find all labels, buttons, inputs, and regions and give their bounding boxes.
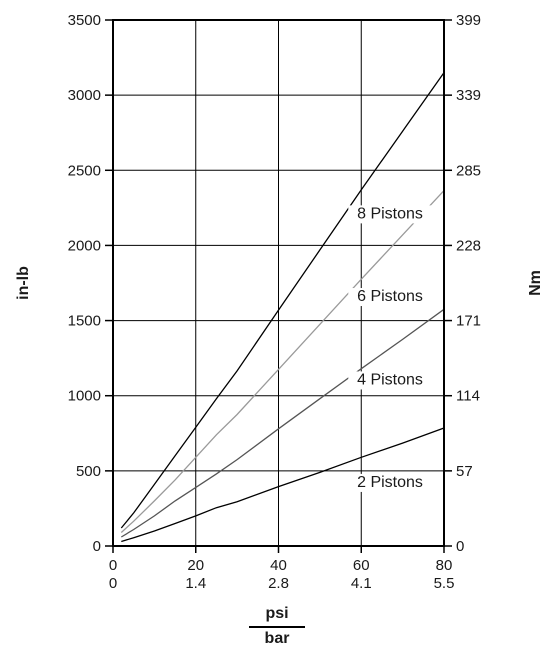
x-axis-title-psi: psi	[265, 605, 288, 622]
x-tick-label-psi: 20	[187, 557, 204, 574]
y-tick-label-left: 0	[93, 538, 101, 555]
series-line-2-pistons	[121, 427, 445, 543]
y-tick-label-right: 228	[456, 237, 481, 254]
series-lines	[120, 72, 445, 543]
x-axis-title-bar: bar	[265, 630, 290, 647]
y-tick-label-right: 0	[456, 538, 464, 555]
series-line-6-pistons	[120, 190, 445, 533]
y-tick-label-right: 399	[456, 12, 481, 29]
x-tick-label-psi: 0	[109, 557, 117, 574]
series-labels: 2 Pistons 4 Pistons 6 Pistons 8 Pistons	[348, 205, 432, 492]
y-tick-label-right: 171	[456, 313, 481, 330]
x-tick-label-psi: 40	[270, 557, 287, 574]
y-tick-label-right: 285	[456, 162, 481, 179]
y-axis-title-left: in-lb	[15, 266, 32, 300]
x-tick-label-psi: 80	[436, 557, 453, 574]
series-line-4-pistons	[120, 308, 445, 538]
series-label-4-pistons: 4 Pistons	[357, 371, 423, 388]
y-tick-label-left: 1500	[68, 313, 101, 330]
x-tick-label-bar: 2.8	[268, 575, 289, 592]
x-tick-label-bar: 0	[109, 575, 117, 592]
y-tick-label-left: 3000	[68, 87, 101, 104]
series-label-8-pistons: 8 Pistons	[357, 205, 423, 222]
y-tick-label-left: 500	[76, 463, 101, 480]
series-label-bg-2-pistons	[348, 473, 432, 492]
y-tick-label-left: 2000	[68, 237, 101, 254]
y-tick-label-right: 339	[456, 87, 481, 104]
y-tick-label-left: 1000	[68, 388, 101, 405]
x-tick-label-bar: 1.4	[185, 575, 206, 592]
series-label-bg-8-pistons	[348, 205, 432, 224]
series-label-bg-6-pistons	[348, 288, 432, 307]
x-tick-label-psi: 60	[353, 557, 370, 574]
series-label-bg-4-pistons	[348, 371, 432, 390]
y-tick-label-left: 3500	[68, 12, 101, 29]
x-tick-label-bar: 4.1	[351, 575, 372, 592]
y-tick-label-left: 2500	[68, 162, 101, 179]
grid	[112, 19, 445, 547]
series-line-8-pistons	[120, 72, 445, 529]
series-label-2-pistons: 2 Pistons	[357, 474, 423, 491]
y-axis-title-right: Nm	[527, 270, 544, 296]
y-tick-label-right: 114	[456, 388, 480, 405]
y-tick-label-right: 57	[456, 463, 473, 480]
x-tick-label-bar: 5.5	[434, 575, 455, 592]
series-label-6-pistons: 6 Pistons	[357, 288, 423, 305]
